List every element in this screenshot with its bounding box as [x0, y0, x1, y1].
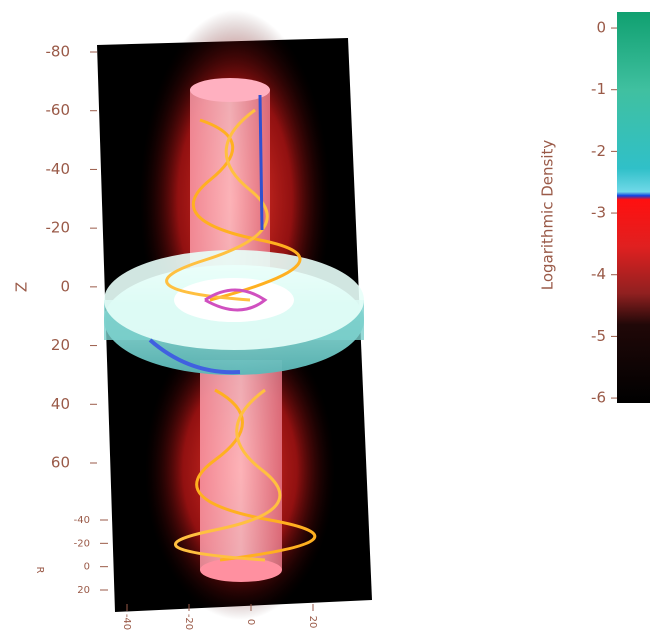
- colorbar-tick-label: -2: [591, 142, 606, 160]
- r-axis-label: R: [34, 567, 45, 574]
- z-tick-label: -20: [46, 219, 71, 237]
- colorbar-tick-label: -5: [591, 327, 606, 345]
- x-tick-label: 20: [307, 616, 318, 629]
- colorbar-label: Logarithmic Density: [539, 140, 557, 291]
- z-tick-label: 60: [51, 454, 70, 472]
- x-tick-label: -20: [183, 614, 194, 630]
- r-tick-label: 0: [84, 562, 90, 573]
- z-tick-label: 20: [51, 336, 70, 354]
- z-tick-label: -80: [46, 43, 71, 61]
- volume-render: [97, 10, 372, 620]
- z-tick-label: -60: [46, 101, 71, 119]
- z-tick-label: 0: [60, 277, 70, 295]
- colorbar-tick-label: 0: [596, 19, 606, 37]
- r-tick-label: -20: [74, 538, 90, 549]
- r-tick-label: 20: [77, 585, 90, 596]
- z-tick-label: -40: [46, 160, 71, 178]
- colorbar-tick-label: -3: [591, 204, 606, 222]
- colorbar-tick-label: -6: [591, 389, 606, 407]
- chart: Z R Logarithmic Density -80-60-40-200204…: [0, 0, 650, 635]
- x-tick-label: -40: [121, 614, 132, 630]
- colorbar-tick-label: -1: [591, 80, 606, 98]
- z-axis-label: Z: [13, 282, 31, 292]
- x-tick-label: 0: [245, 619, 256, 625]
- colorbar-tick-label: -4: [591, 265, 606, 283]
- colorbar: [617, 12, 650, 403]
- r-tick-label: -40: [74, 515, 90, 526]
- z-tick-label: 40: [51, 395, 70, 413]
